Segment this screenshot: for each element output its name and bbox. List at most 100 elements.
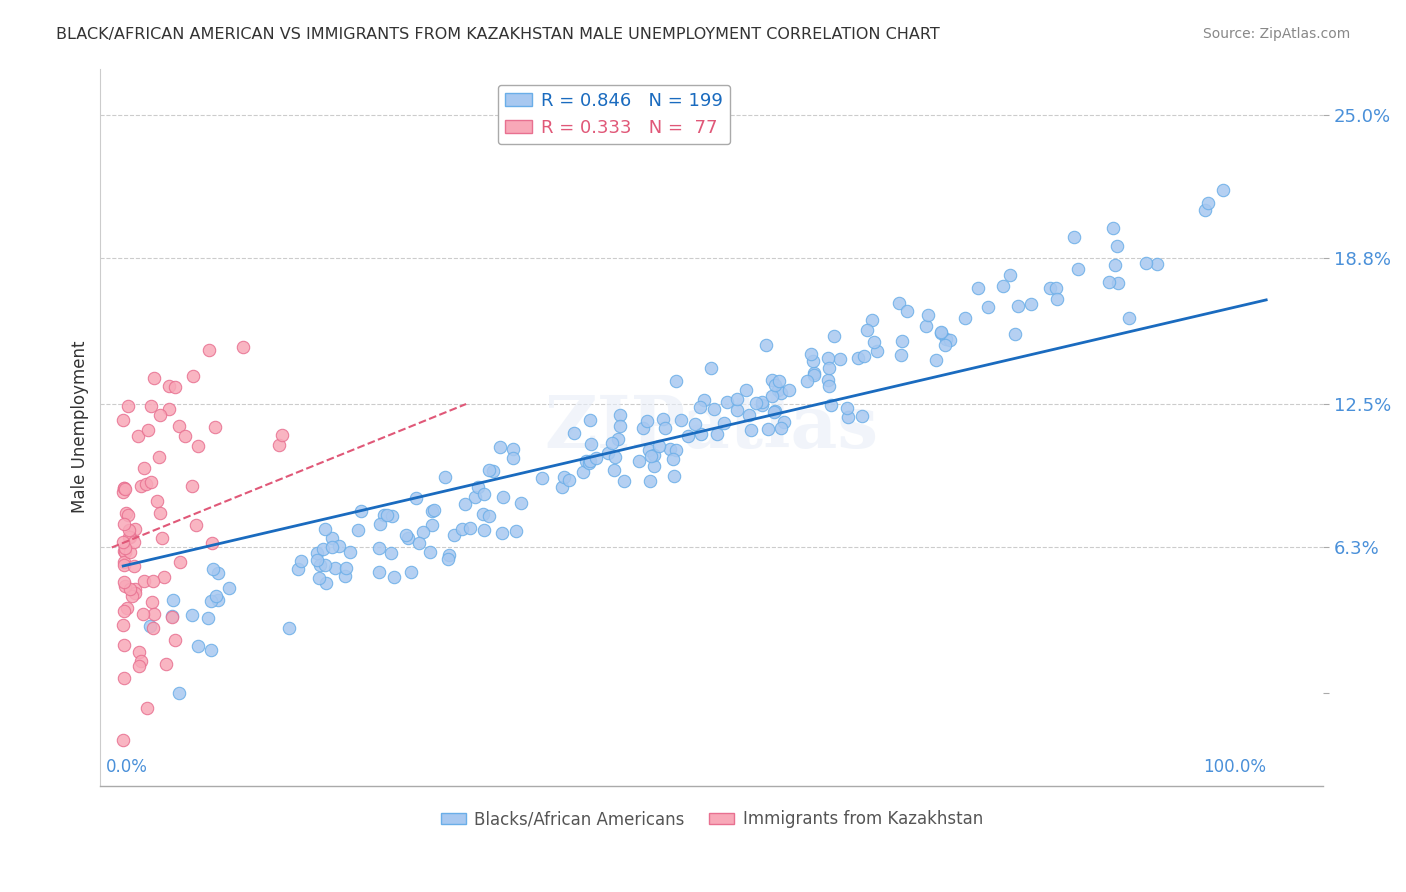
Point [112,575,135,590]
Point [531,471,554,485]
Point [773,415,796,429]
Point [643,448,665,462]
Point [1045,281,1067,295]
Point [602,435,624,450]
Point [890,334,912,349]
Point [394,528,416,542]
Point [658,442,681,456]
Point [929,326,952,341]
Point [115,506,138,520]
Point [823,329,845,343]
Point [124,586,146,600]
Point [1067,261,1090,276]
Point [201,536,224,550]
Point [112,556,135,570]
Point [1194,203,1216,218]
Point [186,517,208,532]
Point [713,416,735,430]
Point [267,438,290,452]
Point [863,335,886,350]
Point [450,522,472,536]
Point [350,504,373,518]
Point [977,300,1000,314]
Point [768,374,790,388]
Point [437,548,460,562]
Point [458,521,481,535]
Point [631,421,654,435]
Point [754,338,776,352]
Point [149,506,172,520]
Point [609,408,631,422]
Point [665,442,688,457]
Point [270,427,292,442]
Point [1135,256,1157,270]
Point [112,543,135,558]
Point [139,399,162,413]
Point [420,504,443,518]
Point [200,643,222,657]
Point [420,518,443,533]
Point [638,474,661,488]
Point [1105,239,1128,253]
Text: 100.0%: 100.0% [1204,758,1267,776]
Point [761,389,783,403]
Point [143,607,166,621]
Point [607,432,630,446]
Point [801,354,824,368]
Point [716,394,738,409]
Point [232,340,254,354]
Point [478,463,501,477]
Point [146,494,169,508]
Point [347,523,370,537]
Point [835,401,858,416]
Point [558,473,581,487]
Point [112,558,135,573]
Point [121,589,143,603]
Point [112,485,135,500]
Point [307,552,329,566]
Point [579,436,602,450]
Point [112,732,135,747]
Point [150,531,173,545]
Point [467,480,489,494]
Point [491,526,513,541]
Point [579,453,602,467]
Point [837,409,859,424]
Point [315,575,337,590]
Point [851,409,873,423]
Point [803,368,825,382]
Point [157,379,180,393]
Point [312,541,335,556]
Point [935,332,957,346]
Point [896,304,918,318]
Point [112,604,135,618]
Point [197,611,219,625]
Point [762,404,785,418]
Point [408,536,430,550]
Point [382,569,405,583]
Point [335,569,357,583]
Point [380,546,402,560]
Point [763,377,786,392]
Point [796,374,818,388]
Point [502,442,524,456]
Point [855,323,877,337]
Point [117,600,139,615]
Point [579,413,602,427]
Point [638,443,661,458]
Point [860,313,883,327]
Point [562,425,585,440]
Point [890,348,912,362]
Point [321,540,343,554]
Point [1063,230,1085,244]
Point [553,469,575,483]
Point [143,371,166,385]
Text: BLACK/AFRICAN AMERICAN VS IMMIGRANTS FROM KAZAKHSTAN MALE UNEMPLOYMENT CORRELATI: BLACK/AFRICAN AMERICAN VS IMMIGRANTS FRO… [56,27,941,42]
Point [756,422,779,436]
Point [187,640,209,654]
Point [396,531,419,545]
Point [174,429,197,443]
Point [800,347,823,361]
Point [654,421,676,435]
Point [689,427,711,442]
